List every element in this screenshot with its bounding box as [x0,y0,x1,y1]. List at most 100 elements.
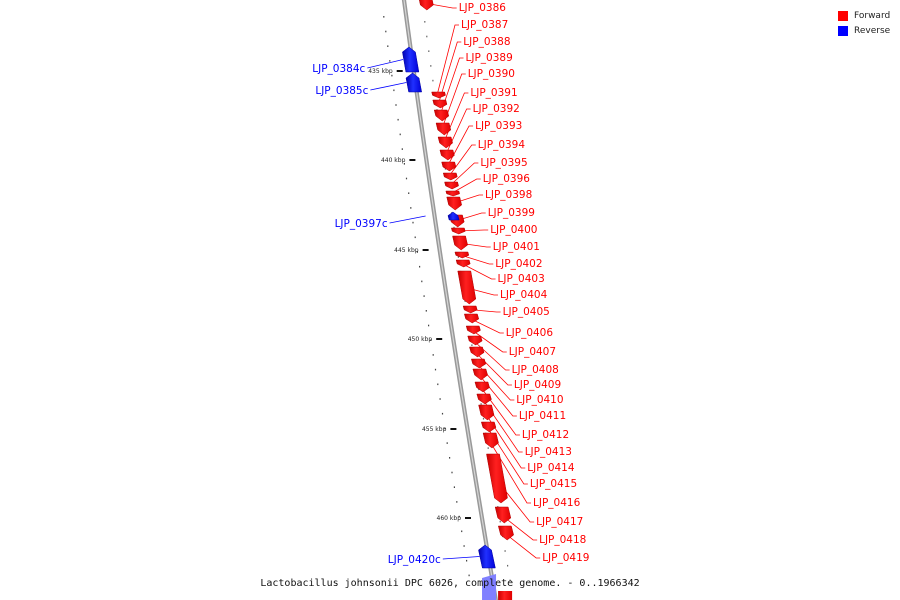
scale-tick-label: 460 kbp [437,515,462,522]
leader-line-forward [424,2,457,9]
leader-line-forward [501,514,538,541]
gene-arrow-forward[interactable] [465,325,481,335]
gene-label-forward[interactable]: LJP_0412 [522,429,569,441]
gene-arrow-forward[interactable] [432,99,448,109]
minor-tick [428,324,430,327]
gene-arrow-forward[interactable] [462,305,478,314]
gene-arrow-forward[interactable] [476,393,492,405]
gene-arrow-forward[interactable] [451,227,466,235]
gene-arrow-reverse[interactable] [478,544,496,569]
gene-arrow-forward[interactable] [497,525,514,541]
minor-tick [432,354,434,356]
gene-arrow-forward[interactable] [442,172,458,181]
gene-arrow-forward[interactable] [454,251,470,259]
gene-arrow-forward[interactable] [472,368,488,381]
gene-arrow-forward[interactable] [470,358,487,369]
gene-label-forward[interactable]: LJP_0404 [500,289,548,301]
scale-tick-mark [450,428,457,430]
gene-label-forward[interactable]: LJP_0386 [459,2,507,14]
gene-arrow-forward[interactable] [445,190,460,197]
gene-arrow-reverse[interactable] [405,72,422,93]
leader-line-forward [474,351,512,386]
gene-arrow-reverse[interactable] [402,46,420,73]
gene-arrow-forward[interactable] [480,421,497,433]
gene-label-forward[interactable]: LJP_0417 [536,516,583,528]
leader-line-forward [476,363,515,401]
scale-tick-label: 450 kbp [408,336,433,343]
gene-label-forward[interactable]: LJP_0413 [525,446,572,458]
gene-label-reverse[interactable]: LJP_0420c [388,554,441,566]
gene-label-forward[interactable]: LJP_0405 [503,306,550,318]
gene-arrow-forward[interactable] [467,335,483,346]
gene-arrow-forward[interactable] [431,91,446,99]
gene-arrow-forward[interactable] [486,453,508,504]
gene-label-forward[interactable]: LJP_0414 [527,462,575,474]
gene-arrow-forward[interactable] [439,149,455,161]
gene-label-forward[interactable]: LJP_0391 [470,87,517,99]
gene-label-forward[interactable]: LJP_0388 [463,36,510,48]
gene-label-forward[interactable]: LJP_0419 [542,552,589,564]
gene-arrow-forward[interactable] [455,259,471,268]
gene-label-forward[interactable]: LJP_0401 [493,241,540,253]
gene-label-forward[interactable]: LJP_0394 [478,139,526,151]
gene-arrow-forward[interactable] [482,432,499,449]
gene-label-forward[interactable]: LJP_0387 [461,19,508,31]
gene-arrow-forward[interactable] [446,196,462,211]
leader-line-reverse [370,82,407,91]
gene-label-forward[interactable]: LJP_0415 [530,478,577,490]
minor-tick [444,168,446,170]
gene-label-forward[interactable]: LJP_0407 [509,346,556,358]
minor-tick [395,104,397,106]
gene-label-forward[interactable]: LJP_0399 [488,207,535,219]
minor-tick [507,564,509,567]
gene-arrow-forward[interactable] [494,506,512,524]
gene-arrow-forward[interactable] [457,270,477,305]
gene-label-reverse[interactable]: LJP_0385c [315,85,368,97]
gene-arrow-forward[interactable] [435,122,452,136]
gene-label-forward[interactable]: LJP_0389 [466,52,513,64]
gene-arrow-forward[interactable] [441,161,457,172]
gene-label-forward[interactable]: LJP_0406 [506,327,554,339]
gene-arrow-forward[interactable] [444,181,459,190]
gene-label-forward[interactable]: LJP_0396 [483,173,531,185]
gene-label-forward[interactable]: LJP_0411 [519,410,566,422]
gene-label-forward[interactable]: LJP_0400 [490,224,537,236]
gene-arrow-forward[interactable] [418,0,434,11]
gene-label-forward[interactable]: LJP_0409 [514,379,561,391]
gene-label-forward[interactable]: LJP_0416 [533,497,581,509]
gene-label-forward[interactable]: LJP_0398 [485,189,532,201]
gene-label-forward[interactable]: LJP_0408 [512,364,559,376]
gene-label-forward[interactable]: LJP_0392 [473,103,520,115]
gene-arrow-reverse[interactable] [447,211,460,221]
minor-tick [461,530,463,533]
gene-label-forward[interactable]: LJP_0418 [539,534,586,546]
gene-label-forward[interactable]: LJP_0402 [495,258,542,270]
gene-arrow-reverse-partial [482,574,497,600]
gene-label-forward[interactable]: LJP_0403 [498,273,545,285]
gene-label-forward[interactable]: LJP_0410 [516,394,563,406]
legend: Forward Reverse [838,8,890,38]
label-leader-lines [367,2,541,560]
gene-label-forward[interactable]: LJP_0395 [480,157,527,169]
gene-arrow-forward[interactable] [437,136,453,149]
gene-arrow-forward[interactable] [464,313,480,324]
gene-arrow-forward[interactable] [452,235,468,251]
gene-arrow-forward[interactable] [478,404,495,421]
minor-tick [428,50,430,52]
scale-tick-label: 435 kbp [368,68,393,75]
minor-tick [414,236,416,239]
minor-tick [383,16,385,18]
gene-label-forward[interactable]: LJP_0393 [475,120,522,132]
gene-arrow-forward[interactable] [474,381,490,393]
gene-arrow-forward[interactable] [433,109,450,122]
gene-label-reverse[interactable]: LJP_0384c [312,63,365,75]
leader-line-forward [460,254,494,265]
leader-line-forward [436,24,459,96]
gene-arrow-forward[interactable] [469,346,485,358]
scale-tick: 445 kbp [394,247,429,254]
minor-tick [430,339,432,341]
leader-line-forward [452,194,484,204]
gene-label-reverse[interactable]: LJP_0397c [335,218,388,230]
minor-tick [399,133,401,136]
gene-label-forward[interactable]: LJP_0390 [468,68,515,80]
